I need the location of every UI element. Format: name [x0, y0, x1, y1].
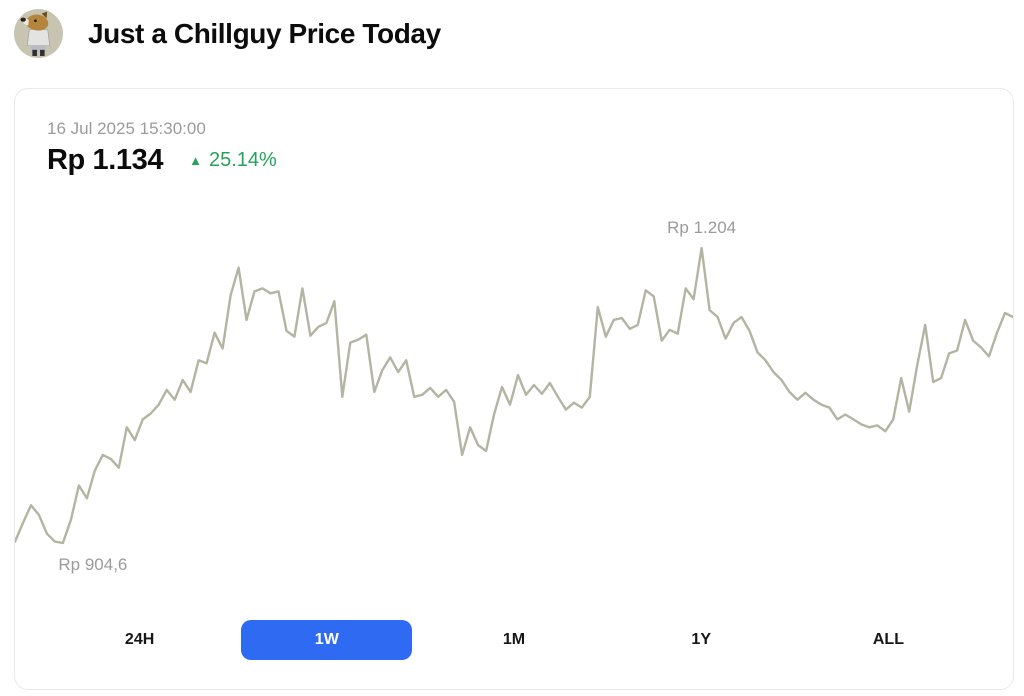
range-button-1y[interactable]: 1Y [616, 620, 787, 660]
chillguy-coin-icon [14, 9, 63, 58]
time-range-selector: 24H 1W 1M 1Y ALL [15, 600, 1013, 660]
range-button-1w[interactable]: 1W [241, 620, 413, 660]
high-price-annotation: Rp 1.204 [667, 218, 737, 237]
price-card: 16 Jul 2025 15:30:00 Rp 1.134 ▲ 25.14% R… [14, 88, 1014, 690]
range-button-24h[interactable]: 24H [54, 620, 225, 660]
range-cell: 1W [233, 620, 420, 660]
current-price: Rp 1.134 [47, 144, 164, 176]
price-row: Rp 1.134 ▲ 25.14% [47, 144, 1013, 177]
range-cell: 24H [46, 620, 233, 660]
page-title: Just a Chillguy Price Today [88, 17, 441, 49]
price-chart[interactable]: Rp 1.204 Rp 904,6 [15, 205, 1013, 600]
price-change-percent: 25.14% [208, 149, 277, 171]
price-timestamp: 16 Jul 2025 15:30:00 [47, 119, 206, 138]
low-price-annotation: Rp 904,6 [58, 555, 128, 574]
page-header: Just a Chillguy Price Today [0, 0, 1024, 58]
price-card-head: 16 Jul 2025 15:30:00 Rp 1.134 ▲ 25.14% [15, 89, 1013, 177]
range-cell: ALL [795, 620, 982, 660]
range-button-all[interactable]: ALL [803, 620, 974, 660]
up-triangle-icon: ▲ [189, 153, 202, 168]
price-change-badge: ▲ 25.14% [189, 149, 277, 172]
range-cell: 1M [420, 620, 607, 660]
price-line-chart[interactable] [15, 205, 1013, 600]
range-cell: 1Y [608, 620, 795, 660]
range-button-1m[interactable]: 1M [428, 620, 599, 660]
price-line-series [15, 246, 1013, 545]
